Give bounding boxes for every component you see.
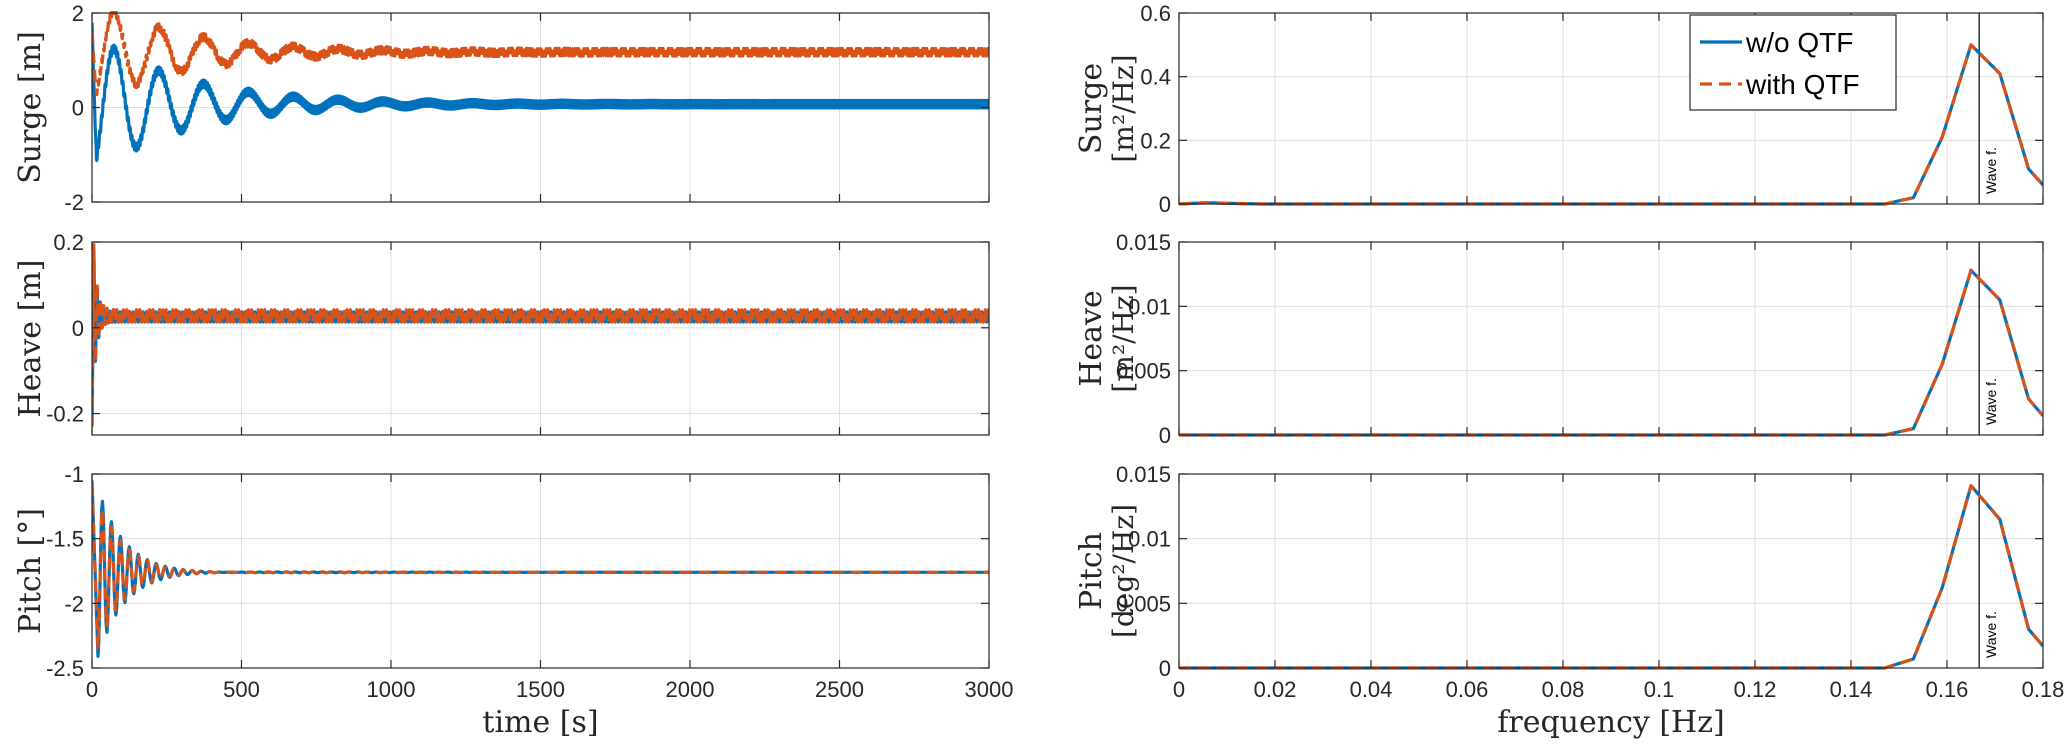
y-tick-label: 0 (1159, 656, 1171, 681)
chart-heave_psd: 0.015 0.01 0.005 0 Heave[m²/Hz] Wave f. (1074, 230, 2044, 448)
y-axis-unit: [m²/Hz] (1107, 284, 1140, 392)
axes-frame (1178, 473, 2044, 669)
x-tick-label: 0.06 (1446, 677, 1489, 702)
y-tick-label: -2 (64, 190, 84, 215)
y-tick-label: -2.5 (46, 656, 84, 681)
y-tick-label: 0.6 (1140, 1, 1171, 26)
x-tick-label: 2500 (815, 677, 864, 702)
series-line-wo-qtf (1179, 484, 2043, 670)
x-tick-label: 0.18 (2022, 677, 2065, 702)
y-tick-label: 0 (72, 96, 84, 121)
y-tick-label: -1.5 (46, 527, 84, 552)
y-tick-label: -1 (64, 462, 84, 487)
y-tick-label: 0.2 (53, 230, 84, 255)
x-tick-label: 3000 (965, 677, 1014, 702)
series-line-with-qtf (1179, 268, 2043, 437)
y-tick-label: 0 (72, 316, 84, 341)
x-tick-label: 0.04 (1350, 677, 1393, 702)
y-axis-label: Surge (1074, 63, 1109, 154)
series-line-with-qtf (92, 242, 989, 427)
y-tick-label: 0.01 (1128, 294, 1171, 319)
x-tick-label: 0 (1173, 677, 1185, 702)
y-axis-unit: [m²/Hz] (1107, 54, 1140, 162)
x-tick-label: 0.16 (1926, 677, 1969, 702)
series-line-with-qtf (1179, 484, 2043, 670)
y-axis-label: Pitch (1074, 532, 1109, 610)
y-tick-label: -2 (64, 591, 84, 616)
y-tick-label: 0.2 (1140, 128, 1171, 153)
x-axis-label: frequency [Hz] (1497, 705, 1724, 740)
y-axis-label: Heave [m] (13, 260, 48, 418)
wave-frequency-label: Wave f. (1983, 611, 1999, 658)
series-line-with-qtf (1179, 43, 2043, 206)
axes-frame (1178, 12, 2044, 205)
y-tick-label: 0.005 (1116, 591, 1171, 616)
x-tick-label: 0.1 (1644, 677, 1675, 702)
y-axis-unit: [deg²/Hz] (1107, 504, 1140, 638)
chart-surge_time: 2 0 -2 Surge [m] (13, 1, 990, 215)
series-line-with-qtf (92, 484, 989, 649)
chart-surge_psd: 0.6 0.4 0.2 0 Surge[m²/Hz] Wave f. (1074, 1, 2044, 217)
y-axis-label: Pitch [°] (13, 508, 48, 634)
x-axis-label: time [s] (482, 705, 598, 740)
y-tick-label: 2 (72, 1, 84, 26)
legend: w/o QTF with QTF (1689, 14, 1897, 111)
x-tick-label: 0 (86, 677, 98, 702)
y-tick-label: 0 (1159, 423, 1171, 448)
y-tick-label: 0 (1159, 192, 1171, 217)
legend-label: w/o QTF (1745, 27, 1853, 58)
y-tick-label: 0.01 (1128, 527, 1171, 552)
x-tick-label: 0.12 (1734, 677, 1777, 702)
y-axis-label: Surge [m] (13, 31, 48, 184)
x-tick-label: 2000 (666, 677, 715, 702)
series-line-wo-qtf (1179, 268, 2043, 437)
y-tick-label: 0.005 (1116, 359, 1171, 384)
wave-frequency-label: Wave f. (1983, 147, 1999, 194)
wave-frequency-label: Wave f. (1983, 378, 1999, 425)
chart-pitch_time: -1 -1.5 -2 -2.50 500 1000 1500 2000 2500 3000 time… (13, 462, 1013, 740)
legend-box (1689, 14, 1897, 111)
x-tick-label: 1500 (516, 677, 565, 702)
x-tick-label: 0.08 (1542, 677, 1585, 702)
y-tick-label: 0.4 (1140, 65, 1171, 90)
x-tick-label: 0.02 (1254, 677, 1297, 702)
x-tick-label: 1000 (367, 677, 416, 702)
series-line-with-qtf (92, 11, 989, 97)
x-tick-label: 0.14 (1830, 677, 1873, 702)
chart-pitch_psd: 0.015 0.01 0.005 00 0.02 0.04 0.06 0.08 0.1 0.12 0… (1074, 462, 2064, 740)
axes-frame (1178, 241, 2044, 436)
y-tick-label: 0.015 (1116, 230, 1171, 255)
legend-label: with QTF (1745, 69, 1860, 100)
y-tick-label: -0.2 (46, 402, 84, 427)
x-tick-label: 500 (223, 677, 260, 702)
y-axis-label: Heave (1074, 290, 1109, 387)
series-line-wo-qtf (1179, 43, 2043, 206)
series-line-wo-qtf (92, 22, 989, 163)
y-tick-label: 0.015 (1116, 462, 1171, 487)
